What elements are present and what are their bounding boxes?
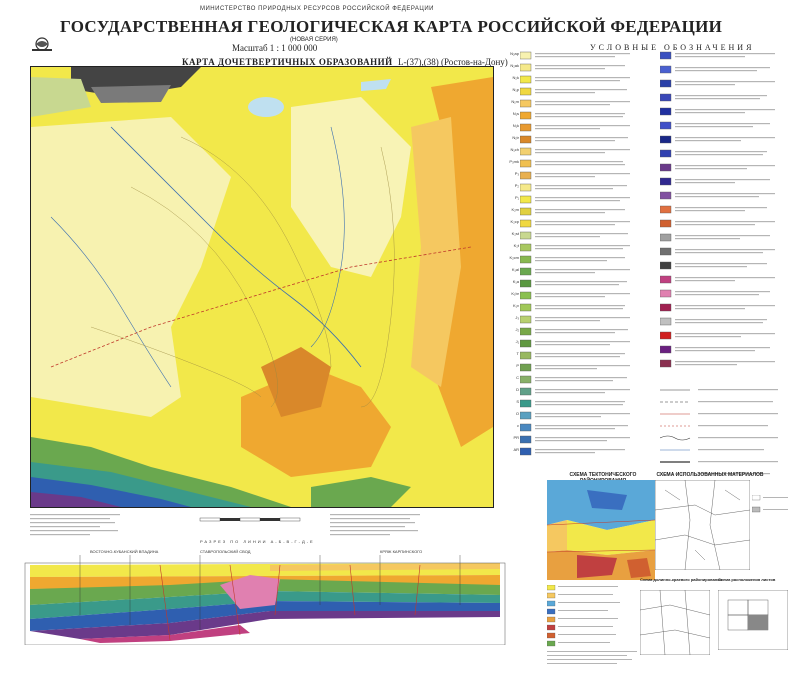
- legend-code-17: K₂cm: [509, 255, 519, 260]
- legend-code-16: K₂t: [513, 243, 519, 248]
- emblem-icon: [32, 37, 52, 51]
- legend-code-0: N₂ap: [510, 51, 519, 56]
- legend-code-18: K₁al: [511, 267, 519, 272]
- legend-code-29: S: [516, 399, 519, 404]
- legend-code-13: K₂m: [511, 207, 519, 212]
- legend-code-12: P₁: [514, 195, 519, 200]
- legend-code-3: N₁p: [512, 87, 519, 92]
- materials-inset-title: СХЕМА ИСПОЛЬЗОВАННЫХ МАТЕРИАЛОВ: [656, 472, 764, 478]
- materials-inset[interactable]: [655, 480, 750, 570]
- map-footnotes: [30, 514, 420, 536]
- legend-code-26: P: [516, 363, 519, 368]
- legend-code-8: N₁ch: [510, 147, 519, 152]
- tectonic-zoning-inset[interactable]: [547, 480, 655, 580]
- nomenclature-label: L-(37),(38) (Ростов-на-Дону): [398, 57, 508, 67]
- legend-code-11: P₂: [514, 183, 519, 188]
- materials-legend: [752, 495, 788, 513]
- legend-code-27: C: [516, 375, 519, 380]
- ministry-label: МИНИСТЕРСТВО ПРИРОДНЫХ РЕСУРСОВ РОССИЙСК…: [200, 6, 434, 12]
- legend-code-21: K₁v: [512, 303, 519, 308]
- legend-title: УСЛОВНЫЕ ОБОЗНАЧЕНИЯ: [590, 43, 755, 52]
- legend-column-right: [659, 50, 785, 490]
- legend-code-33: AR: [513, 447, 519, 452]
- structural-zoning-inset[interactable]: [640, 590, 710, 655]
- legend-code-19: K₁a: [512, 279, 519, 284]
- legend-code-2: N₂k: [512, 75, 519, 80]
- legend-code-15: K₂st: [511, 231, 519, 236]
- section-label-2: КРЯЖ КАРПИНСКОГО: [380, 549, 422, 554]
- sheet-title: ГОСУДАРСТВЕННАЯ ГЕОЛОГИЧЕСКАЯ КАРТА РОСС…: [60, 17, 723, 36]
- legend-code-7: N₁tr: [512, 135, 519, 140]
- legend-code-5: N₁s: [512, 111, 519, 116]
- section-label-0: ВОСТОЧНО-КУБАНСКИЙ ВПАДИНА: [90, 549, 159, 554]
- geological-map[interactable]: [30, 66, 494, 508]
- legend-code-9: P₃mk: [509, 159, 519, 164]
- legend-code-20: K₁br: [511, 291, 519, 296]
- legend-code-14: K₂cp: [510, 219, 519, 224]
- legend-swatches-right: [659, 51, 778, 475]
- legend-code-31: ε: [517, 423, 519, 428]
- legend-code-1: N₂ak: [510, 63, 519, 68]
- legend-code-4: N₁m: [511, 99, 519, 104]
- structural-inset-title: Схема долинно-краевого районирования: [640, 577, 723, 582]
- series-label: (НОВАЯ СЕРИЯ): [290, 37, 338, 43]
- legend-column-left: N₂ap N₂ak N₂k N₁p N₁m N₁s N₁k N₁tr N₁ch P₃mk P₃ P₂ P…: [509, 50, 640, 490]
- section-title: РАЗРЕЗ ПО ЛИНИИ А-Б-В-Г-Д-Е: [200, 539, 315, 544]
- legend-code-23: J₂: [515, 327, 519, 332]
- legend-code-30: O: [515, 411, 519, 416]
- legend-code-25: T: [516, 351, 519, 356]
- legend-code-22: J₃: [515, 315, 519, 320]
- scale-label: Масштаб 1 : 1 000 000: [232, 43, 318, 53]
- legend-code-32: PR: [513, 435, 519, 440]
- legend-swatches-left: [519, 51, 630, 456]
- map-subtitle: КАРТА ДОЧЕТВЕРТИЧНЫХ ОБРАЗОВАНИЙ: [182, 57, 393, 67]
- legend-code-6: N₁k: [512, 123, 519, 128]
- geologic-cross-section[interactable]: ВОСТОЧНО-КУБАНСКИЙ ВПАДИНА СТАВРОПОЛЬСКИ…: [20, 545, 520, 645]
- legend-code-28: D: [516, 387, 519, 392]
- tectonic-legend: [547, 585, 637, 664]
- legend-code-24: J₁: [515, 339, 519, 344]
- sheet-location-inset[interactable]: [718, 590, 788, 650]
- legend-code-10: P₃: [514, 171, 519, 176]
- correlation-inset-title: Схема расположения листов: [718, 577, 776, 582]
- section-label-1: СТАВРОПОЛЬСКИЙ СВОД: [200, 549, 251, 554]
